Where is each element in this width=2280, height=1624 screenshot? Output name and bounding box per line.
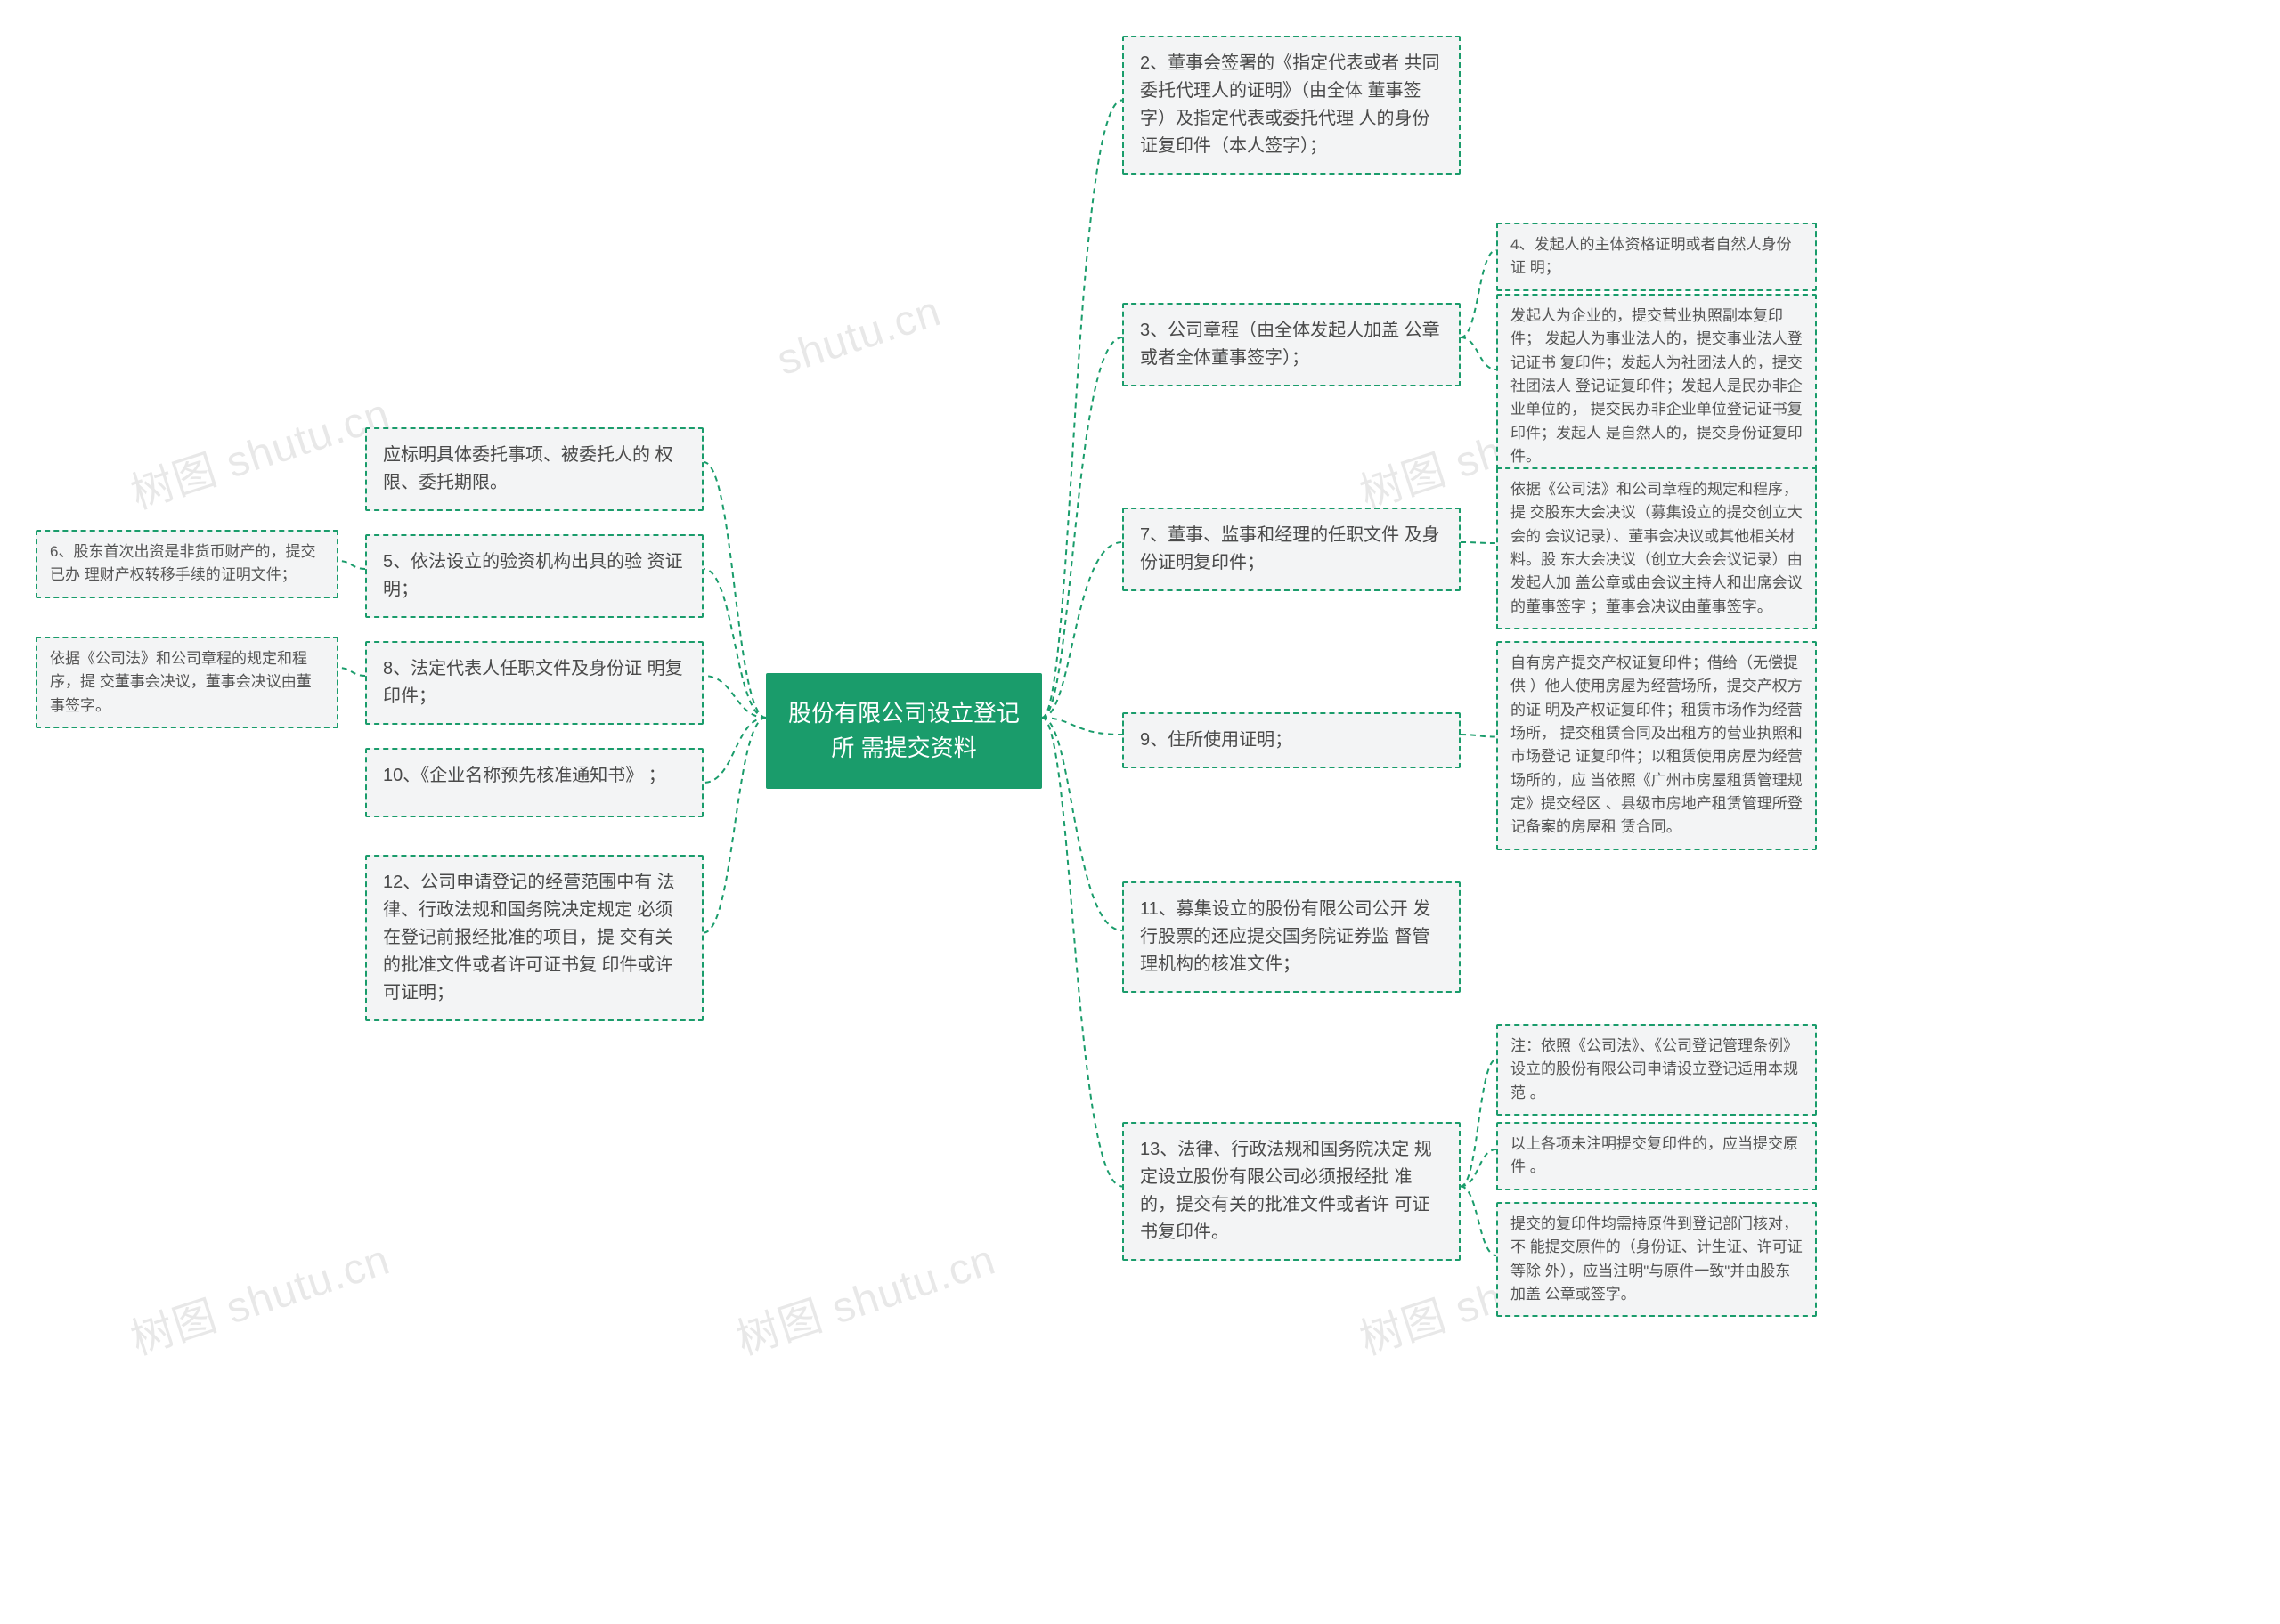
branch-node[interactable]: 9、住所使用证明；: [1122, 712, 1461, 768]
watermark: 树图 shutu.cn: [122, 1224, 397, 1367]
leaf-node[interactable]: 4、发起人的主体资格证明或者自然人身份证 明；: [1496, 223, 1817, 291]
leaf-node[interactable]: 6、股东首次出资是非货币财产的，提交已办 理财产权转移手续的证明文件；: [36, 530, 338, 598]
leaf-node[interactable]: 依据《公司法》和公司章程的规定和程序，提 交董事会决议，董事会决议由董事签字。: [36, 637, 338, 728]
branch-node[interactable]: 2、董事会签署的《指定代表或者 共同委托代理人的证明》（由全体 董事签字）及指定…: [1122, 36, 1461, 175]
leaf-node[interactable]: 发起人为企业的，提交营业执照副本复印件； 发起人为事业法人的，提交事业法人登记证…: [1496, 294, 1817, 479]
center-node[interactable]: 股份有限公司设立登记所 需提交资料: [766, 673, 1042, 789]
branch-node[interactable]: 7、董事、监事和经理的任职文件 及身份证明复印件；: [1122, 508, 1461, 591]
branch-node[interactable]: 10、《企业名称预先核准通知书》 ；: [365, 748, 704, 817]
branch-node[interactable]: 12、公司申请登记的经营范围中有 法律、行政法规和国务院决定规定 必须在登记前报…: [365, 855, 704, 1021]
connector-layer: [0, 0, 2280, 1624]
leaf-node[interactable]: 注：依照《公司法》、《公司登记管理条例》 设立的股份有限公司申请设立登记适用本规…: [1496, 1024, 1817, 1116]
leaf-node[interactable]: 依据《公司法》和公司章程的规定和程序，提 交股东大会决议（募集设立的提交创立大会…: [1496, 467, 1817, 629]
mindmap-canvas: 树图 shutu.cn 树图 shutu.cn shutu.cn 树图 shut…: [0, 0, 2280, 1624]
branch-node[interactable]: 5、依法设立的验资机构出具的验 资证明；: [365, 534, 704, 618]
watermark: 树图 shutu.cn: [122, 378, 397, 521]
leaf-node[interactable]: 以上各项未注明提交复印件的，应当提交原件 。: [1496, 1122, 1817, 1190]
branch-node[interactable]: 3、公司章程（由全体发起人加盖 公章或者全体董事签字）；: [1122, 303, 1461, 386]
branch-node[interactable]: 11、募集设立的股份有限公司公开 发行股票的还应提交国务院证券监 督管理机构的核…: [1122, 881, 1461, 993]
watermark: 树图 shutu.cn: [728, 1224, 1003, 1367]
leaf-node[interactable]: 提交的复印件均需持原件到登记部门核对，不 能提交原件的（身份证、计生证、许可证等…: [1496, 1202, 1817, 1317]
leaf-node[interactable]: 自有房产提交产权证复印件；借给（无偿提供 ）他人使用房屋为经营场所，提交产权方的…: [1496, 641, 1817, 850]
watermark: shutu.cn: [771, 287, 947, 386]
branch-node[interactable]: 13、法律、行政法规和国务院决定 规定设立股份有限公司必须报经批 准的，提交有关…: [1122, 1122, 1461, 1261]
branch-node[interactable]: 应标明具体委托事项、被委托人的 权限、委托期限。: [365, 427, 704, 511]
branch-node[interactable]: 8、法定代表人任职文件及身份证 明复印件；: [365, 641, 704, 725]
